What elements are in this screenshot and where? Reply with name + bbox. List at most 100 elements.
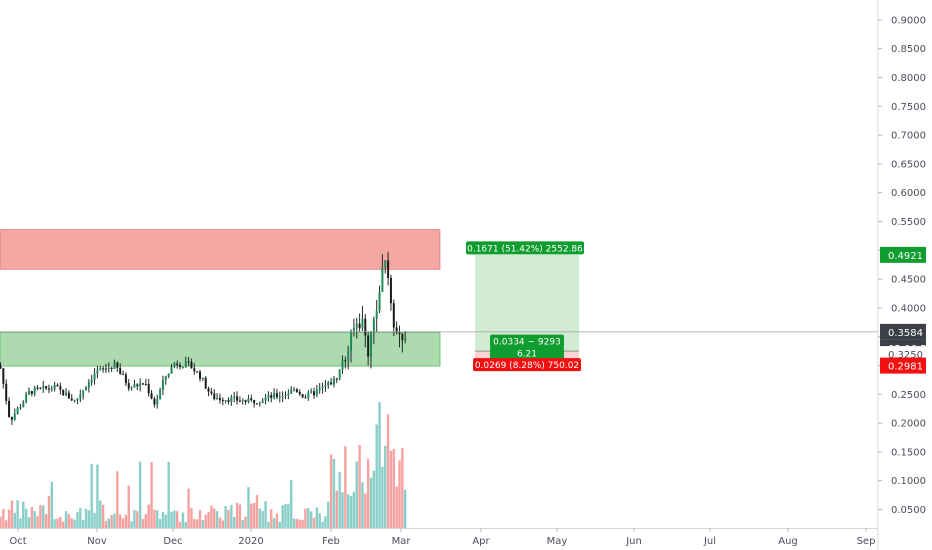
candle	[187, 361, 190, 363]
candle	[0, 365, 2, 369]
candle	[284, 395, 287, 397]
volume-bar	[133, 510, 136, 528]
candle	[67, 392, 70, 399]
candle	[332, 378, 335, 385]
candle	[281, 396, 284, 398]
candle	[33, 387, 36, 394]
candle	[307, 392, 310, 399]
candle	[344, 360, 347, 362]
volume-bar	[101, 504, 105, 528]
volume-bar	[364, 493, 367, 528]
candle	[204, 377, 207, 389]
volume-bar	[327, 501, 330, 528]
candle	[313, 391, 315, 396]
candle	[210, 391, 213, 394]
time-axis[interactable]: Oct Nov Dec 2020 Feb Mar Apr May Jun Jul Aug Sep	[0, 528, 878, 547]
volume-bar	[287, 503, 290, 528]
volume-bar	[304, 508, 307, 528]
candle	[124, 374, 127, 384]
candle	[387, 260, 390, 278]
candle	[82, 390, 85, 395]
candle	[8, 400, 11, 417]
price-tick-label: 0.5500	[891, 217, 926, 228]
time-tick-label: May	[547, 536, 568, 547]
candle	[253, 399, 256, 404]
volume-bar	[335, 490, 338, 528]
candle	[247, 398, 250, 402]
volume-bar	[76, 512, 79, 528]
volume-bar	[30, 507, 34, 528]
candle	[350, 330, 353, 352]
candle	[45, 386, 48, 389]
volume-bar	[110, 515, 113, 528]
volume-bar	[62, 521, 65, 528]
volume-bar	[93, 512, 96, 528]
position-tool[interactable]: 0.1671 (51.42%) 2552.86 0.0334 ~ 9293 6.21…	[466, 241, 584, 372]
volume-bar	[389, 450, 393, 528]
price-tick-label: 0.4000	[891, 303, 926, 314]
volume-bar	[156, 510, 159, 528]
candle	[130, 387, 133, 389]
volume-bar	[329, 454, 333, 528]
volume-bar	[366, 458, 370, 528]
volume-bar	[113, 513, 116, 528]
volume-bar	[309, 511, 313, 528]
candle	[241, 400, 244, 402]
candle	[267, 394, 270, 398]
volume-bar	[210, 505, 213, 528]
candle	[147, 384, 150, 394]
candle	[127, 383, 130, 389]
volume-bar	[127, 485, 130, 528]
candle	[107, 367, 110, 370]
volume-bar	[161, 512, 165, 528]
volume-bar	[284, 504, 287, 528]
volume-bar	[64, 511, 68, 528]
candle	[261, 400, 264, 403]
volume-bar	[79, 507, 82, 528]
volume-bar	[16, 500, 19, 528]
volume-bar	[384, 445, 387, 528]
volume-bar	[164, 514, 167, 528]
candle	[173, 363, 176, 367]
stop-label-box	[473, 358, 581, 372]
candle	[310, 391, 313, 393]
candle	[218, 397, 221, 400]
candle	[5, 383, 8, 401]
candle	[110, 367, 113, 369]
candle	[290, 389, 293, 394]
candle	[256, 403, 258, 405]
candle	[389, 277, 392, 304]
price-tick-label: 0.6500	[891, 159, 926, 170]
volume-bar	[301, 519, 304, 528]
price-axis[interactable]: 0.05000.10000.15000.20000.25000.30000.35…	[877, 0, 926, 550]
price-tick-label: 0.1000	[891, 476, 926, 487]
candle	[193, 368, 196, 372]
volume-bar	[150, 462, 153, 528]
candle	[207, 388, 210, 392]
volume-bar	[261, 511, 264, 528]
time-tick-label: Aug	[778, 536, 798, 547]
volume-bar	[235, 502, 239, 528]
volume-bar	[247, 487, 250, 528]
volume-bar	[176, 511, 179, 528]
candle	[164, 376, 167, 380]
volume-bar	[401, 448, 404, 528]
volume-bar	[372, 470, 376, 528]
candle	[298, 391, 301, 395]
volume-bar	[107, 518, 110, 528]
volume-bar	[81, 520, 85, 528]
volume-bar	[352, 491, 356, 528]
volume-bar	[332, 459, 336, 528]
volume-bar	[124, 514, 128, 528]
volume-bar	[24, 508, 28, 528]
volume-bar	[73, 519, 76, 528]
volume-bar	[19, 518, 22, 528]
candle	[28, 391, 30, 395]
volume-bar	[341, 492, 344, 528]
volume-bar	[84, 508, 88, 528]
candle	[216, 397, 219, 400]
volume-bar	[178, 521, 182, 528]
volume-bar	[7, 509, 11, 528]
candle	[62, 389, 65, 396]
